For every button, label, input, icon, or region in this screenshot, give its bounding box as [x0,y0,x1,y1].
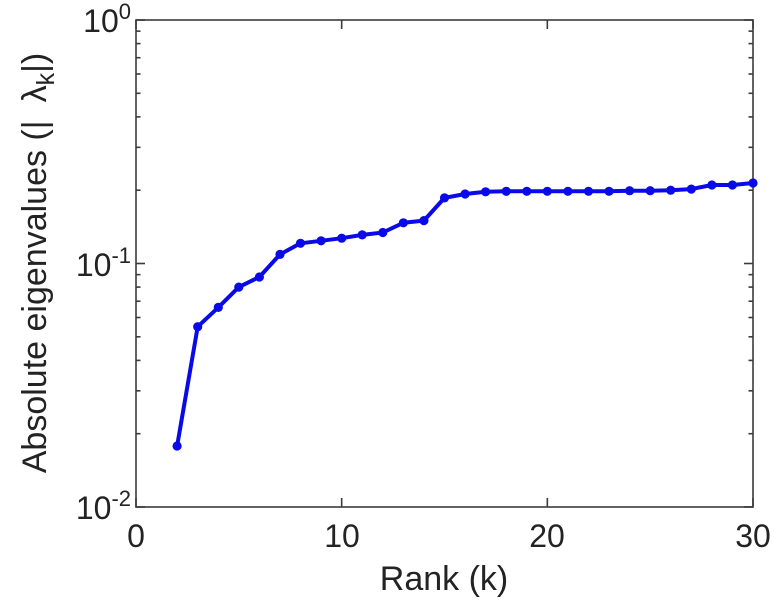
data-point-marker [460,189,470,199]
data-point-marker [316,236,326,246]
data-point-marker [748,178,758,188]
y-tick-label-1e-2: 10-2 [76,486,131,526]
data-point-marker [419,216,429,226]
data-point-marker [172,441,182,451]
data-point-marker [583,186,594,196]
data-point-marker [707,180,717,190]
x-tick-label-0: 0 [127,518,145,554]
plot-box [135,19,754,508]
data-line [175,181,755,448]
data-point-marker [625,186,635,196]
data-point-marker [357,230,367,240]
x-tick-label-30: 30 [735,518,771,554]
data-point-marker [563,186,573,196]
data-point-marker [501,186,511,196]
x-axis-label: Rank (k) [380,560,508,598]
y-tick-label-1e-1: 10-1 [76,243,131,283]
axes-layer [135,19,754,508]
x-tick-label-20: 20 [529,518,565,554]
data-point-marker [213,302,223,312]
data-point-marker [604,186,614,196]
data-point-marker [337,233,347,243]
data-point-marker [254,272,264,282]
data-point-marker [275,249,285,259]
data-point-marker [481,187,491,197]
data-point-marker [727,180,738,190]
data-point-marker [234,282,244,292]
x-tick-label-10: 10 [324,518,360,554]
data-point-marker [295,238,306,248]
data-point-marker [193,322,203,332]
data-point-marker [666,185,676,195]
data-point-marker [378,227,388,238]
y-tick-label-1e0: 100 [83,0,131,39]
data-point-marker [439,193,450,203]
data-point-marker [645,186,655,196]
data-point-marker [542,186,552,196]
data-point-marker [398,218,408,228]
data-point-marker [686,184,696,194]
data-point-marker [522,186,532,196]
y-axis-label: Absolute eigenvalues (|λk|) [16,53,60,474]
data-series-layer [172,178,758,451]
